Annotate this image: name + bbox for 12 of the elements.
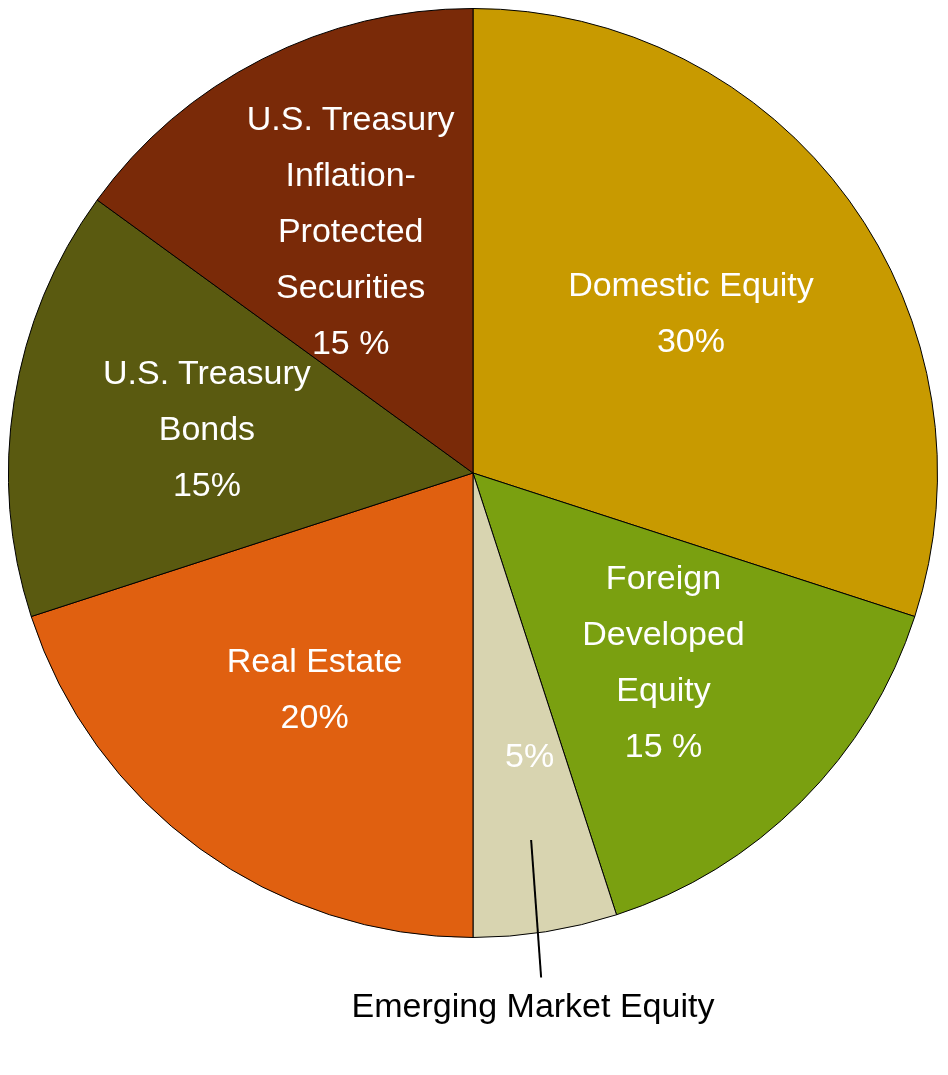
data-label: 15 %: [624, 725, 703, 764]
data-label: 15%: [172, 465, 241, 504]
data-label: 15 %: [311, 323, 390, 362]
data-label: 5%: [505, 735, 555, 774]
slice-label: Emerging Market Equity: [351, 985, 715, 1024]
data-label: 30%: [656, 321, 725, 360]
slice-label: Real Estate: [226, 641, 403, 680]
slice-label: U.S. Treasury Bonds: [102, 353, 311, 448]
slice-label: Domestic Equity: [568, 265, 814, 304]
data-label: 20%: [280, 697, 349, 736]
slice-label: U.S. Treasury Inflation-Protected Securities: [246, 99, 455, 306]
slice-label: Foreign Developed Equity: [582, 557, 745, 708]
